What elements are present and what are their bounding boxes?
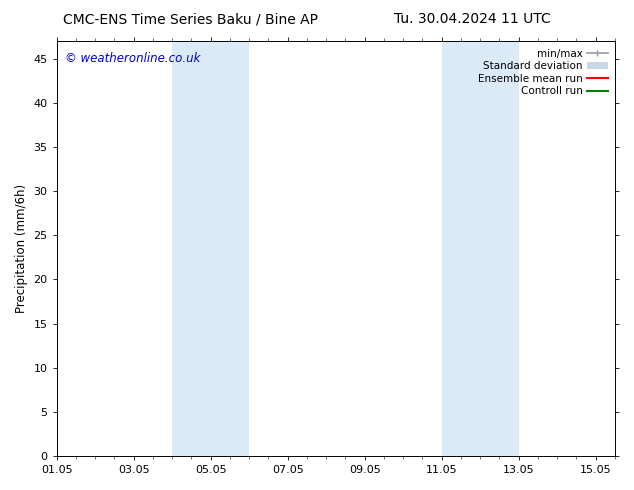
Text: © weatheronline.co.uk: © weatheronline.co.uk (65, 51, 200, 65)
Legend: min/max, Standard deviation, Ensemble mean run, Controll run: min/max, Standard deviation, Ensemble me… (476, 47, 610, 98)
Text: Tu. 30.04.2024 11 UTC: Tu. 30.04.2024 11 UTC (394, 12, 551, 26)
Text: CMC-ENS Time Series Baku / Bine AP: CMC-ENS Time Series Baku / Bine AP (63, 12, 318, 26)
Y-axis label: Precipitation (mm/6h): Precipitation (mm/6h) (15, 184, 28, 313)
Bar (172, 41, 249, 456)
Bar (442, 41, 519, 456)
